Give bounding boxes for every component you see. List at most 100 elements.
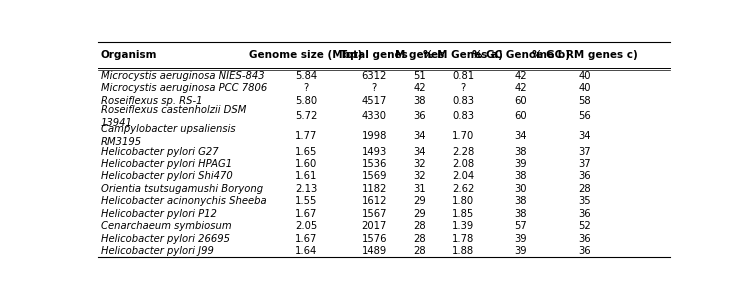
Text: M genes: M genes xyxy=(395,50,445,60)
Text: 1.70: 1.70 xyxy=(452,131,475,141)
Text: 36: 36 xyxy=(578,234,591,244)
Text: Helicobacter pylori HPAG1: Helicobacter pylori HPAG1 xyxy=(100,159,232,169)
Text: 4517: 4517 xyxy=(362,96,387,106)
Text: 1612: 1612 xyxy=(362,196,387,206)
Text: 1.67: 1.67 xyxy=(295,234,317,244)
Text: 38: 38 xyxy=(413,96,426,106)
Text: % GC Genome b): % GC Genome b) xyxy=(472,50,570,60)
Text: 6312: 6312 xyxy=(362,71,387,81)
Text: 1569: 1569 xyxy=(362,171,387,181)
Text: 29: 29 xyxy=(413,209,426,219)
Text: 39: 39 xyxy=(514,246,527,256)
Text: 1.67: 1.67 xyxy=(295,209,317,219)
Text: 40: 40 xyxy=(579,71,591,81)
Text: 39: 39 xyxy=(514,234,527,244)
Text: 1536: 1536 xyxy=(362,159,387,169)
Text: % GC RM genes c): % GC RM genes c) xyxy=(532,50,638,60)
Text: 36: 36 xyxy=(578,209,591,219)
Text: Helicobacter pylori Shi470: Helicobacter pylori Shi470 xyxy=(100,171,232,181)
Text: 1.78: 1.78 xyxy=(452,234,475,244)
Text: Helicobacter pylori G27: Helicobacter pylori G27 xyxy=(100,147,218,157)
Text: Microcystis aeruginosa NIES-843: Microcystis aeruginosa NIES-843 xyxy=(100,71,264,81)
Text: % M Genes a): % M Genes a) xyxy=(424,50,503,60)
Text: 42: 42 xyxy=(514,83,527,93)
Text: Organism: Organism xyxy=(100,50,158,60)
Text: 1.55: 1.55 xyxy=(295,196,317,206)
Text: 57: 57 xyxy=(514,221,527,231)
Text: 39: 39 xyxy=(514,159,527,169)
Text: Cenarchaeum symbiosum: Cenarchaeum symbiosum xyxy=(100,221,231,231)
Text: 42: 42 xyxy=(413,83,426,93)
Text: 58: 58 xyxy=(578,96,591,106)
Text: 28: 28 xyxy=(413,246,426,256)
Text: Helicobacter acinonychis Sheeba: Helicobacter acinonychis Sheeba xyxy=(100,196,266,206)
Text: Helicobacter pylori J99: Helicobacter pylori J99 xyxy=(100,246,214,256)
Text: 1.39: 1.39 xyxy=(452,221,475,231)
Text: 2.62: 2.62 xyxy=(452,184,475,194)
Text: 38: 38 xyxy=(514,147,527,157)
Text: 38: 38 xyxy=(514,171,527,181)
Text: 1576: 1576 xyxy=(362,234,387,244)
Text: 35: 35 xyxy=(578,196,591,206)
Text: 4330: 4330 xyxy=(362,112,387,121)
Text: 34: 34 xyxy=(579,131,591,141)
Text: 56: 56 xyxy=(578,112,591,121)
Text: 36: 36 xyxy=(578,246,591,256)
Text: 5.80: 5.80 xyxy=(295,96,317,106)
Text: 42: 42 xyxy=(514,71,527,81)
Text: 0.81: 0.81 xyxy=(452,71,475,81)
Text: Campylobacter upsaliensis
RM3195: Campylobacter upsaliensis RM3195 xyxy=(100,124,236,147)
Text: 2.28: 2.28 xyxy=(452,147,475,157)
Text: 1182: 1182 xyxy=(362,184,387,194)
Text: ?: ? xyxy=(371,83,376,93)
Text: 36: 36 xyxy=(413,112,426,121)
Text: Total genes: Total genes xyxy=(340,50,408,60)
Text: 34: 34 xyxy=(413,131,426,141)
Text: 1.80: 1.80 xyxy=(452,196,475,206)
Text: 38: 38 xyxy=(514,209,527,219)
Text: 0.83: 0.83 xyxy=(452,112,475,121)
Text: Helicobacter pylori 26695: Helicobacter pylori 26695 xyxy=(100,234,230,244)
Text: 51: 51 xyxy=(413,71,426,81)
Text: 1567: 1567 xyxy=(362,209,387,219)
Text: 2.05: 2.05 xyxy=(295,221,317,231)
Text: 37: 37 xyxy=(578,159,591,169)
Text: 5.72: 5.72 xyxy=(295,112,317,121)
Text: 5.84: 5.84 xyxy=(295,71,317,81)
Text: 30: 30 xyxy=(514,184,527,194)
Text: 37: 37 xyxy=(578,147,591,157)
Text: ?: ? xyxy=(460,83,466,93)
Text: 60: 60 xyxy=(514,96,527,106)
Text: 38: 38 xyxy=(514,196,527,206)
Text: 1.64: 1.64 xyxy=(295,246,317,256)
Text: 29: 29 xyxy=(413,196,426,206)
Text: Helicobacter pylori P12: Helicobacter pylori P12 xyxy=(100,209,217,219)
Text: 36: 36 xyxy=(578,171,591,181)
Text: 2.13: 2.13 xyxy=(295,184,317,194)
Text: 52: 52 xyxy=(578,221,591,231)
Text: 1489: 1489 xyxy=(362,246,387,256)
Text: 1998: 1998 xyxy=(362,131,387,141)
Text: 2.04: 2.04 xyxy=(452,171,475,181)
Text: 60: 60 xyxy=(514,112,527,121)
Text: 28: 28 xyxy=(413,221,426,231)
Text: 28: 28 xyxy=(578,184,591,194)
Text: 34: 34 xyxy=(413,147,426,157)
Text: 34: 34 xyxy=(514,131,527,141)
Text: 1.65: 1.65 xyxy=(295,147,317,157)
Text: Roseiflexus castenholzii DSM
13941: Roseiflexus castenholzii DSM 13941 xyxy=(100,105,246,128)
Text: Genome size (Mbp): Genome size (Mbp) xyxy=(249,50,362,60)
Text: Orientia tsutsugamushi Boryong: Orientia tsutsugamushi Boryong xyxy=(100,184,262,194)
Text: 40: 40 xyxy=(579,83,591,93)
Text: 32: 32 xyxy=(413,171,426,181)
Text: 31: 31 xyxy=(413,184,426,194)
Text: 1493: 1493 xyxy=(362,147,387,157)
Text: 1.77: 1.77 xyxy=(295,131,317,141)
Text: Roseiflexus sp. RS-1: Roseiflexus sp. RS-1 xyxy=(100,96,202,106)
Text: ?: ? xyxy=(303,83,308,93)
Text: Microcystis aeruginosa PCC 7806: Microcystis aeruginosa PCC 7806 xyxy=(100,83,267,93)
Text: 1.85: 1.85 xyxy=(452,209,475,219)
Text: 1.88: 1.88 xyxy=(452,246,475,256)
Text: 1.60: 1.60 xyxy=(295,159,317,169)
Text: 28: 28 xyxy=(413,234,426,244)
